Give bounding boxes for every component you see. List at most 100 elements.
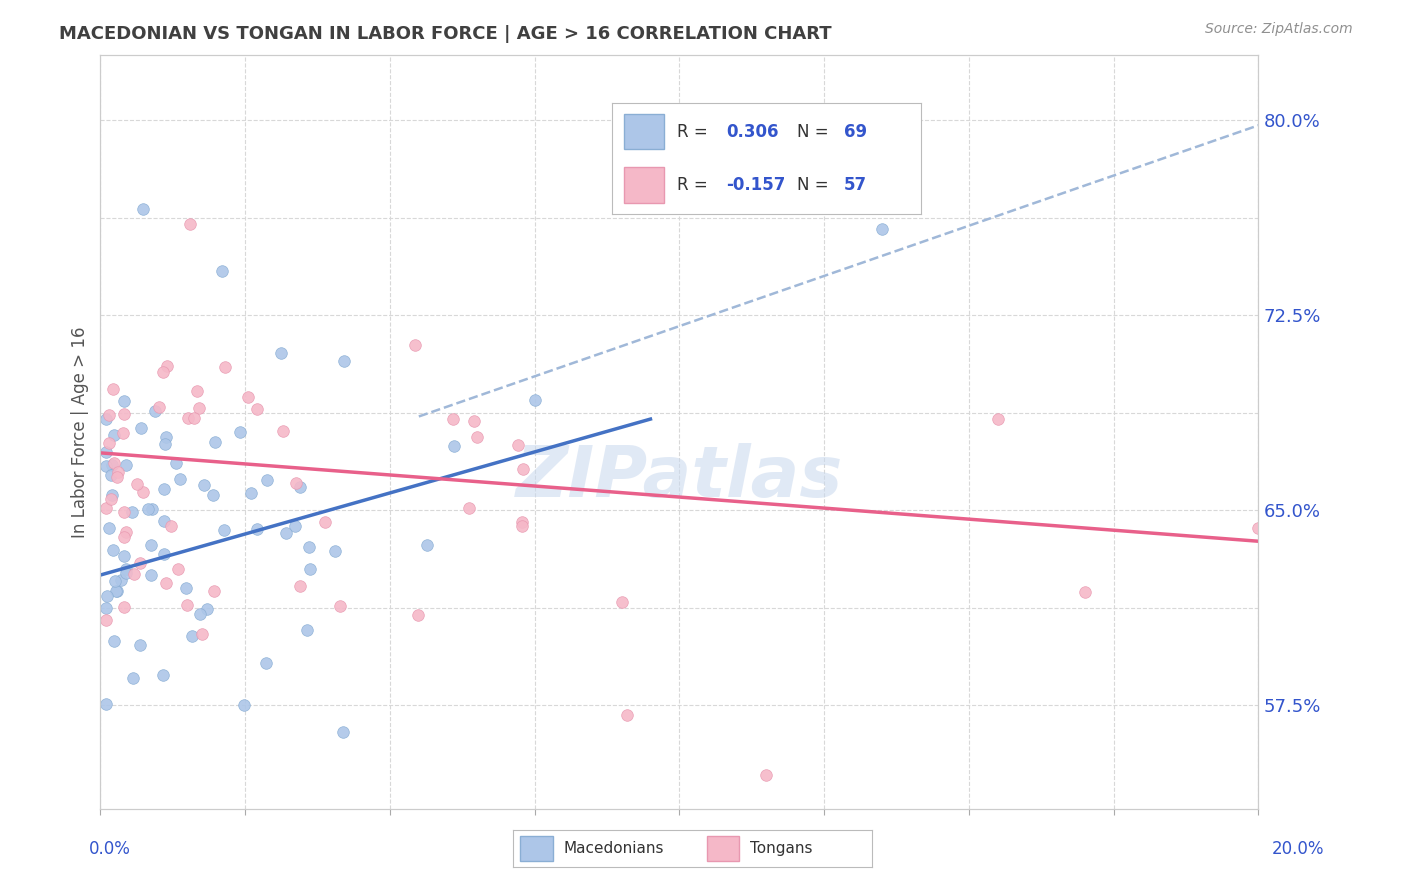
Point xyxy=(103,543,125,558)
Point xyxy=(288,579,311,593)
Point xyxy=(870,222,893,236)
Point xyxy=(100,467,122,482)
Point xyxy=(246,401,269,416)
Point xyxy=(103,574,125,588)
Point xyxy=(94,412,117,426)
Point xyxy=(755,768,778,782)
Text: 69: 69 xyxy=(844,122,866,141)
Point xyxy=(256,473,278,487)
Point xyxy=(103,382,125,396)
Point xyxy=(333,353,356,368)
Point xyxy=(329,599,352,613)
Point xyxy=(214,360,236,375)
Point xyxy=(1074,585,1097,599)
Point xyxy=(114,458,136,473)
Point xyxy=(214,523,236,537)
Point xyxy=(443,439,465,453)
Point xyxy=(141,502,163,516)
Point xyxy=(112,531,135,545)
Text: R =: R = xyxy=(676,176,713,194)
Point xyxy=(295,624,318,638)
Text: -0.157: -0.157 xyxy=(725,176,786,194)
Point xyxy=(233,698,256,712)
Point xyxy=(183,410,205,425)
Text: 57: 57 xyxy=(844,176,866,194)
Text: R =: R = xyxy=(676,122,713,141)
Bar xyxy=(624,114,664,150)
Point xyxy=(186,384,208,399)
Point xyxy=(167,562,190,576)
Text: 0.306: 0.306 xyxy=(725,122,779,141)
Point xyxy=(254,656,277,670)
Point xyxy=(152,514,174,528)
Point xyxy=(271,425,294,439)
Point xyxy=(987,412,1010,426)
Y-axis label: In Labor Force | Age > 16: In Labor Force | Age > 16 xyxy=(72,326,89,538)
Point xyxy=(298,540,321,554)
Point xyxy=(332,725,354,739)
Bar xyxy=(624,168,664,203)
Point xyxy=(112,407,135,421)
Point xyxy=(510,515,533,529)
Point xyxy=(143,404,166,418)
Bar xyxy=(520,836,553,862)
Point xyxy=(288,480,311,494)
Point xyxy=(523,393,546,408)
Point xyxy=(193,478,215,492)
Point xyxy=(169,471,191,485)
Point xyxy=(610,595,633,609)
Bar xyxy=(707,836,740,862)
Point xyxy=(155,430,177,444)
Point xyxy=(98,521,121,535)
Point xyxy=(284,476,307,491)
Point xyxy=(152,483,174,497)
Point xyxy=(112,549,135,563)
Point xyxy=(195,602,218,616)
Point xyxy=(94,600,117,615)
Point xyxy=(104,583,127,598)
Point xyxy=(187,401,209,416)
Point xyxy=(236,390,259,404)
Point xyxy=(284,519,307,533)
Point xyxy=(155,575,177,590)
Point xyxy=(404,338,426,352)
Point xyxy=(616,708,638,723)
Point xyxy=(112,393,135,408)
Point xyxy=(101,488,124,502)
Point xyxy=(510,519,533,533)
Point xyxy=(100,491,122,506)
Point xyxy=(112,505,135,519)
Point xyxy=(211,264,233,278)
Point xyxy=(105,469,128,483)
Point xyxy=(202,584,225,599)
Point xyxy=(512,462,534,476)
Point xyxy=(458,501,481,516)
Point xyxy=(94,459,117,474)
Point xyxy=(191,627,214,641)
Point xyxy=(122,671,145,685)
Point xyxy=(152,667,174,681)
Point xyxy=(139,538,162,552)
Point xyxy=(441,412,464,426)
Point xyxy=(94,613,117,627)
Point xyxy=(179,217,201,231)
Point xyxy=(204,435,226,450)
Point xyxy=(101,458,124,472)
Text: 0.0%: 0.0% xyxy=(89,840,131,858)
Point xyxy=(188,607,211,621)
Point xyxy=(129,556,152,570)
Point xyxy=(114,562,136,576)
Point xyxy=(270,346,292,360)
Point xyxy=(1247,521,1270,535)
Point xyxy=(112,599,135,614)
Point xyxy=(148,400,170,414)
Point xyxy=(96,590,118,604)
Point xyxy=(408,607,430,622)
Point xyxy=(94,501,117,516)
Point xyxy=(159,518,181,533)
Point xyxy=(298,562,321,576)
Text: Tongans: Tongans xyxy=(749,841,813,855)
Point xyxy=(103,428,125,442)
Point xyxy=(103,633,125,648)
Point xyxy=(229,425,252,439)
